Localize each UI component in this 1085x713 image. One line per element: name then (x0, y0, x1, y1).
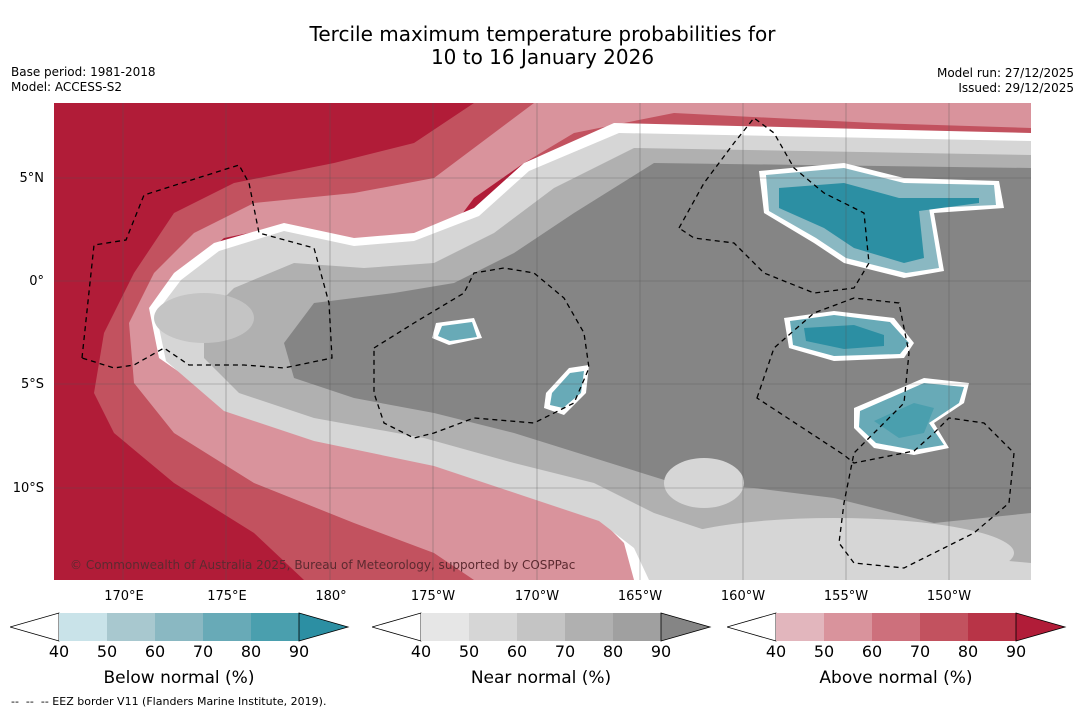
copyright-notice: © Commonwealth of Australia 2025, Bureau… (70, 558, 576, 572)
cb-above-tick: 50 (813, 642, 835, 661)
eez-legend-note: -- -- -- EEZ border V11 (Flanders Marine… (11, 695, 327, 708)
colorbar-near-normal-swatch-50 (469, 613, 517, 641)
below-normal-region-se (854, 378, 969, 455)
cb-below-tick: 70 (192, 642, 214, 661)
colorbar-below-normal-swatch-70 (203, 613, 251, 641)
eez-border-south-east (756, 297, 1015, 569)
colorbar-above-normal-swatch-40 (776, 613, 824, 641)
cb-near-tick: 70 (554, 642, 576, 661)
base-period: Base period: 1981-2018 (11, 65, 156, 79)
colorbar-above-normal-swatch-60 (872, 613, 920, 641)
lon-label-160w: 160°W (720, 589, 766, 604)
near-normal-patch-southeast (654, 518, 1014, 580)
cb-below-tick: 40 (48, 642, 70, 661)
lon-label-180: 180° (315, 589, 347, 604)
chart-title-line-2: 10 to 16 January 2026 (430, 45, 655, 69)
meta-right: Model run: 27/12/2025 Issued: 29/12/2025 (937, 66, 1074, 96)
lon-label-175w: 175°W (410, 589, 456, 604)
cb-above-tick: 80 (957, 642, 979, 661)
colorbar-above-normal-swatch-80 (968, 613, 1016, 641)
cb-near-tick: 90 (650, 642, 672, 661)
chart-title-line-1: Tercile maximum temperature probabilitie… (309, 22, 776, 46)
cb-above-tick: 90 (1005, 642, 1027, 661)
cb-near-tick: 50 (458, 642, 480, 661)
colorbar-above-normal-swatch-50 (824, 613, 872, 641)
cb-above-tick: 40 (765, 642, 787, 661)
model-name: Model: ACCESS-S2 (11, 80, 123, 94)
eez-borders (81, 117, 1015, 569)
lon-label-150w: 150°W (926, 589, 972, 604)
colorbar-near-normal-title: Near normal (%) (470, 668, 612, 688)
colorbar-above-normal (727, 612, 1067, 642)
issued-date: Issued: 29/12/2025 (958, 81, 1074, 95)
gridlines (54, 103, 1031, 580)
below-normal-region-small-a (432, 318, 482, 345)
eez-border-west (81, 164, 333, 369)
cb-below-tick: 90 (288, 642, 310, 661)
colorbar-below-normal-title: Below normal (%) (103, 668, 255, 688)
cb-above-tick: 70 (909, 642, 931, 661)
near-normal-patch-west (154, 293, 254, 343)
near-normal-patch-south (664, 458, 744, 508)
lon-label-155w: 155°W (823, 589, 869, 604)
lon-label-170w: 170°W (514, 589, 560, 604)
probability-map-svg (54, 103, 1031, 580)
model-run: Model run: 27/12/2025 (936, 66, 1074, 80)
lon-label-170e: 170°E (104, 589, 144, 604)
below-normal-region-small-b (544, 365, 589, 415)
colorbar-below-normal-swatch-50 (107, 613, 155, 641)
colorbar-near-normal-upper-extension (660, 612, 712, 642)
probability-map (54, 103, 1031, 580)
below-normal-region-e (784, 311, 914, 361)
colorbar-below-normal-swatch-80 (251, 613, 299, 641)
cb-below-tick: 80 (240, 642, 262, 661)
cb-near-tick: 60 (506, 642, 528, 661)
colorbar-near-normal-lower-extension (372, 612, 422, 642)
lat-label-0: 0° (29, 274, 44, 289)
meta-left: Base period: 1981-2018 Model: ACCESS-S2 (11, 65, 156, 95)
colorbar-below-normal-lower-extension (10, 612, 60, 642)
colorbar-near-normal-swatch-70 (565, 613, 613, 641)
cb-below-tick: 60 (144, 642, 166, 661)
lon-label-165w: 165°W (617, 589, 663, 604)
below-normal-region-ne (759, 163, 1004, 278)
colorbar-below-normal-swatch-40 (59, 613, 107, 641)
colorbar-near-normal (372, 612, 712, 642)
lat-label-10s: 10°S (12, 481, 44, 496)
colorbar-near-normal-swatch-60 (517, 613, 565, 641)
cb-below-tick: 50 (96, 642, 118, 661)
colorbar-near-normal-swatch-40 (421, 613, 469, 641)
colorbar-near-normal-swatch-80 (613, 613, 661, 641)
colorbar-below-normal (10, 612, 350, 642)
cb-near-tick: 40 (410, 642, 432, 661)
colorbar-above-normal-swatch-70 (920, 613, 968, 641)
lat-label-5n: 5°N (19, 171, 45, 186)
colorbar-above-normal-lower-extension (727, 612, 777, 642)
above-normal-band-50 (129, 103, 1031, 580)
lat-label-5s: 5°S (20, 377, 44, 392)
colorbar-below-normal-upper-extension (298, 612, 350, 642)
colorbar-above-normal-upper-extension (1015, 612, 1067, 642)
colorbar-above-normal-title: Above normal (%) (819, 668, 973, 688)
eez-border-central (373, 267, 590, 439)
eez-border-north-east (678, 117, 870, 294)
cb-above-tick: 60 (861, 642, 883, 661)
cb-near-tick: 80 (602, 642, 624, 661)
lon-label-175e: 175°E (207, 589, 247, 604)
colorbar-below-normal-swatch-60 (155, 613, 203, 641)
